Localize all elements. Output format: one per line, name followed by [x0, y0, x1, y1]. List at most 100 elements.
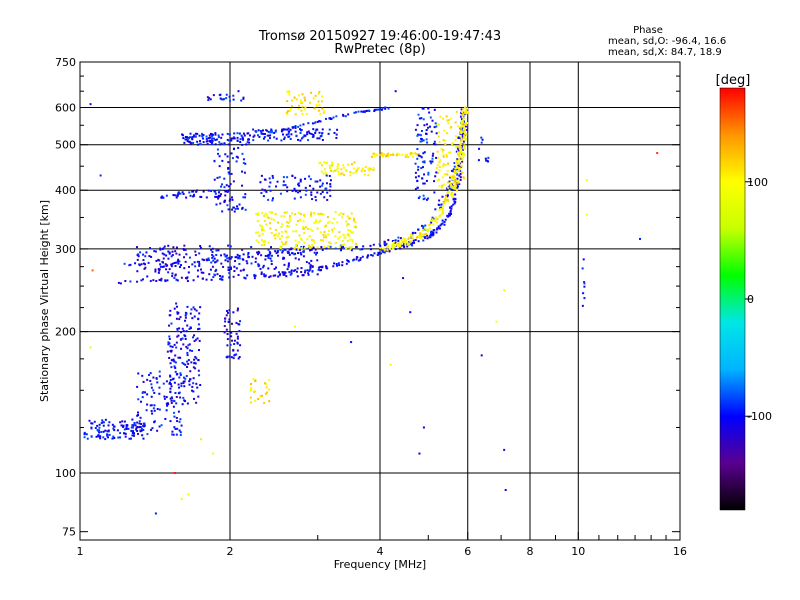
data-point — [176, 330, 179, 333]
data-point — [414, 231, 417, 234]
data-point — [171, 250, 174, 253]
data-point — [307, 272, 310, 275]
data-point — [503, 448, 506, 451]
data-point — [361, 255, 364, 258]
data-point — [296, 267, 299, 270]
data-point — [285, 236, 288, 239]
data-point — [317, 109, 320, 112]
data-point — [125, 425, 128, 428]
data-point — [314, 199, 317, 202]
data-point — [355, 245, 358, 248]
data-point — [291, 252, 294, 255]
data-point — [232, 206, 235, 209]
data-point — [221, 275, 224, 278]
data-point — [459, 170, 462, 173]
data-point — [448, 212, 451, 215]
data-point — [328, 174, 331, 177]
data-point — [223, 142, 226, 145]
data-point — [176, 427, 179, 430]
data-point — [217, 134, 220, 137]
data-point — [194, 367, 197, 370]
data-point — [244, 208, 247, 211]
data-point — [215, 260, 218, 263]
data-point — [299, 180, 302, 183]
data-point — [270, 212, 273, 215]
data-point — [222, 98, 225, 101]
data-point — [173, 415, 176, 418]
data-point — [456, 180, 459, 183]
data-point — [435, 221, 438, 224]
x-tick-label: 16 — [673, 545, 687, 558]
data-point — [459, 168, 462, 171]
data-point — [185, 138, 188, 141]
data-point — [379, 244, 382, 247]
data-point — [349, 171, 352, 174]
data-point — [130, 429, 133, 432]
data-point — [170, 255, 173, 258]
data-point — [183, 267, 186, 270]
data-point — [168, 382, 171, 385]
data-point — [441, 176, 444, 179]
data-point — [453, 180, 456, 183]
data-point — [165, 409, 168, 412]
data-point — [130, 426, 133, 429]
data-point — [287, 264, 290, 267]
data-point — [119, 432, 122, 435]
data-point — [450, 191, 453, 194]
data-point — [188, 265, 191, 268]
data-point — [367, 109, 370, 112]
data-point — [96, 428, 99, 431]
data-point — [303, 96, 306, 99]
data-point — [304, 246, 307, 249]
data-point — [328, 164, 331, 167]
data-point — [263, 214, 266, 217]
data-point — [351, 238, 354, 241]
data-point — [442, 204, 445, 207]
data-point — [178, 429, 181, 432]
data-point — [243, 276, 246, 279]
data-point — [227, 269, 230, 272]
data-point — [171, 433, 174, 436]
data-point — [304, 99, 307, 102]
data-point — [338, 264, 341, 267]
data-point — [269, 189, 272, 192]
data-point — [235, 321, 238, 324]
data-point — [229, 267, 232, 270]
data-point — [463, 142, 466, 145]
data-point — [181, 361, 184, 364]
data-point — [209, 136, 212, 139]
data-point — [255, 239, 258, 242]
data-point — [332, 217, 335, 220]
data-point — [300, 267, 303, 270]
data-point — [463, 127, 466, 130]
data-point — [384, 107, 387, 110]
data-point — [284, 248, 287, 251]
data-point — [316, 273, 319, 276]
data-point — [233, 265, 236, 268]
data-point — [207, 189, 210, 192]
data-point — [179, 418, 182, 421]
data-point — [437, 203, 440, 206]
data-point — [193, 362, 196, 365]
data-point — [207, 257, 210, 260]
data-point — [242, 96, 245, 99]
data-point — [444, 218, 447, 221]
data-point — [223, 143, 226, 146]
data-point — [318, 220, 321, 223]
y-axis-label: Stationary phase Virtual Height [km] — [38, 200, 51, 402]
data-point — [391, 239, 394, 242]
data-point — [179, 373, 182, 376]
data-point — [404, 239, 407, 242]
data-point — [299, 178, 302, 181]
data-point — [383, 244, 386, 247]
data-point — [276, 249, 279, 252]
data-point — [188, 256, 191, 259]
data-point — [451, 183, 454, 186]
data-point — [335, 133, 338, 136]
data-point — [406, 245, 409, 248]
data-point — [417, 168, 420, 171]
data-point — [258, 251, 261, 254]
data-point — [170, 366, 173, 369]
data-point — [309, 101, 312, 104]
data-point — [195, 309, 198, 312]
